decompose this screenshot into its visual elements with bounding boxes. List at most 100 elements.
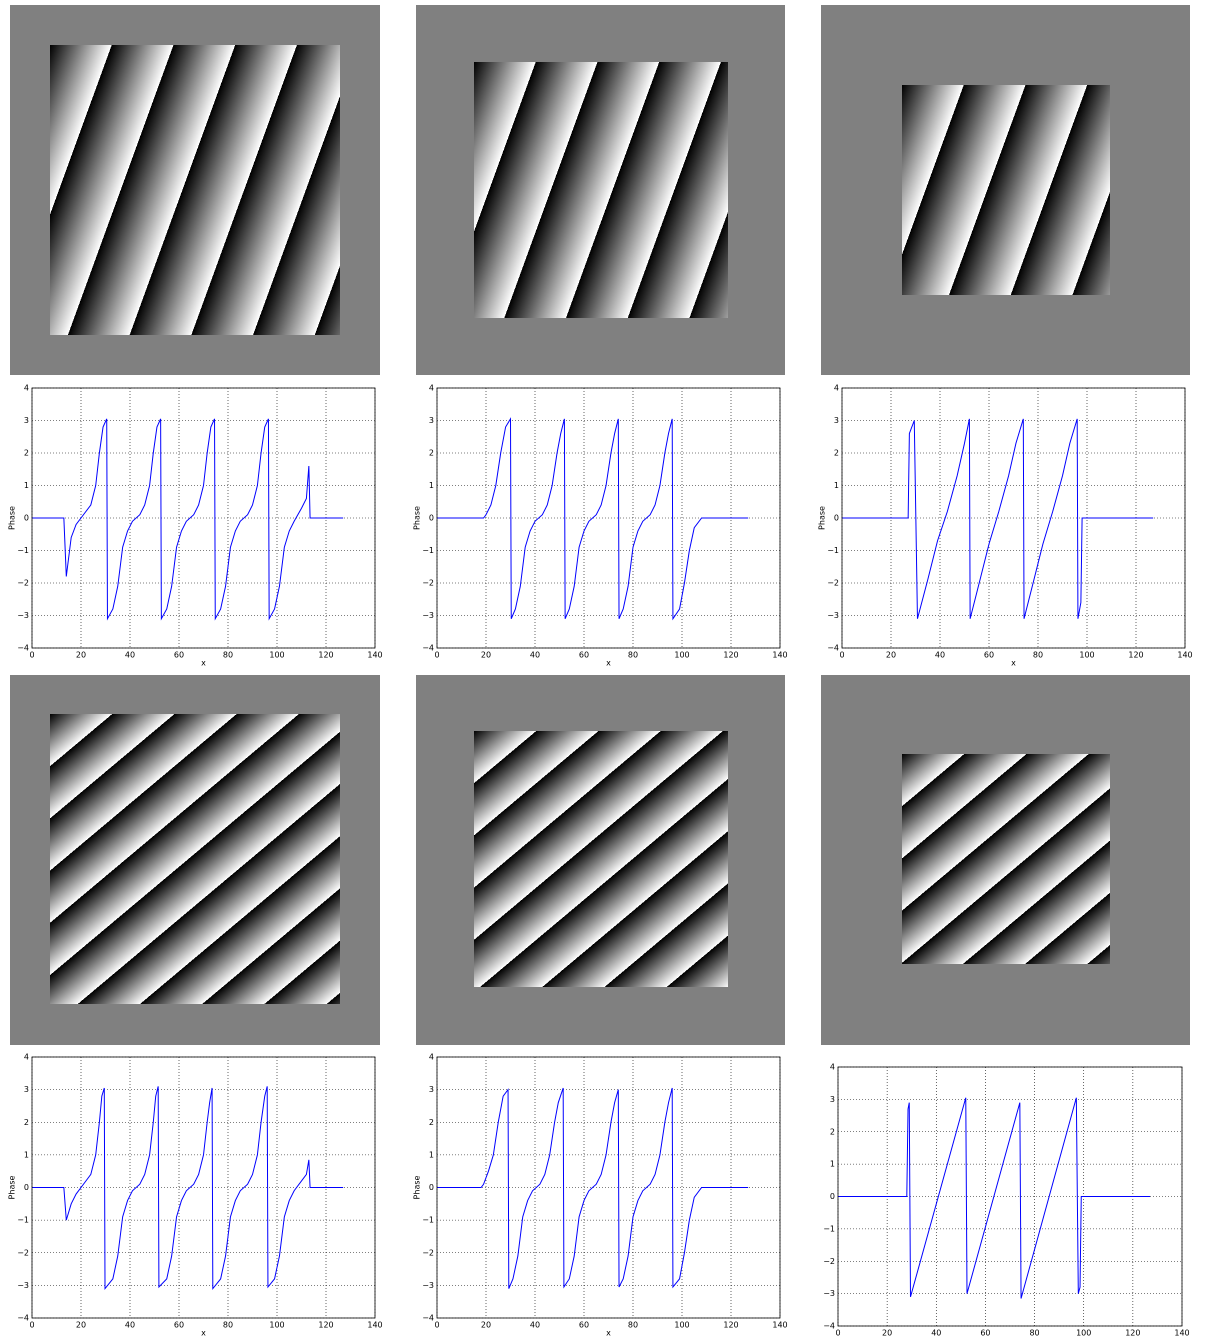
y-tick-label: 4: [830, 1063, 835, 1072]
x-tick-label: 0: [835, 1329, 840, 1336]
x-tick-label: 60: [174, 1321, 184, 1330]
y-tick-label: 4: [834, 384, 839, 393]
y-tick-label: −4: [827, 644, 839, 653]
x-tick-label: 60: [579, 1321, 589, 1330]
y-tick-label: −1: [17, 546, 29, 555]
x-tick-label: 20: [886, 651, 896, 660]
plot-frame: [436, 1056, 781, 1319]
y-tick-label: −3: [827, 611, 839, 620]
phase-pattern: [902, 754, 1110, 964]
x-tick-label: 100: [269, 651, 284, 660]
x-tick-label: 60: [579, 651, 589, 660]
x-tick-label: 0: [839, 651, 844, 660]
y-tick-label: −2: [823, 1257, 835, 1266]
phase-pattern: [50, 714, 340, 1004]
x-tick-label: 100: [674, 1321, 689, 1330]
y-tick-label: 0: [834, 514, 839, 523]
x-tick-label: 20: [481, 1321, 491, 1330]
x-tick-label: 40: [125, 1321, 135, 1330]
x-tick-label: 20: [76, 651, 86, 660]
x-tick-label: 100: [674, 651, 689, 660]
x-tick-label: 0: [434, 1321, 439, 1330]
x-tick-label: 120: [723, 651, 738, 660]
phase-image: [10, 675, 380, 1045]
y-tick-label: 0: [24, 1183, 29, 1192]
x-tick-label: 40: [935, 651, 945, 660]
y-tick-label: −3: [422, 611, 434, 620]
x-axis-label: x: [606, 1329, 611, 1336]
y-tick-label: 0: [429, 1183, 434, 1192]
x-tick-label: 80: [223, 1321, 233, 1330]
phase-image: [416, 675, 785, 1045]
plot-frame: [837, 1066, 1183, 1327]
x-tick-label: 140: [772, 1321, 787, 1330]
x-tick-label: 80: [223, 651, 233, 660]
y-axis-label: Phase: [8, 1175, 17, 1199]
x-axis-label: x: [201, 1329, 206, 1336]
data-line: [32, 418, 344, 621]
y-tick-label: −4: [422, 1314, 434, 1323]
x-tick-label: 0: [29, 651, 34, 660]
phase-image: [821, 675, 1190, 1045]
x-tick-label: 140: [1174, 1329, 1189, 1336]
y-tick-label: 0: [24, 514, 29, 523]
data-line: [437, 1087, 749, 1289]
x-tick-label: 60: [980, 1329, 990, 1336]
y-tick-label: −1: [422, 1216, 434, 1225]
data-line: [32, 1086, 344, 1291]
data-line: [842, 418, 1154, 619]
y-tick-label: −1: [823, 1224, 835, 1233]
y-tick-label: 1: [830, 1160, 835, 1169]
phase-image: [416, 5, 785, 375]
plot-frame: [841, 387, 1186, 649]
y-tick-label: 2: [429, 449, 434, 458]
y-tick-label: 0: [830, 1192, 835, 1201]
phase-pattern: [50, 45, 340, 335]
phase-image: [821, 5, 1190, 375]
y-tick-label: 2: [834, 449, 839, 458]
y-tick-label: −3: [823, 1289, 835, 1298]
plot-frame: [31, 1056, 376, 1319]
x-tick-label: 40: [530, 1321, 540, 1330]
y-tick-label: 3: [834, 416, 839, 425]
y-tick-label: −2: [827, 579, 839, 588]
y-tick-label: 4: [429, 1053, 434, 1062]
y-tick-label: 1: [24, 481, 29, 490]
x-tick-label: 20: [882, 1329, 892, 1336]
data-line: [437, 417, 749, 621]
y-tick-label: 3: [24, 416, 29, 425]
x-axis-label: x: [606, 659, 611, 668]
y-tick-label: −4: [422, 644, 434, 653]
y-tick-label: −3: [17, 611, 29, 620]
x-tick-label: 20: [481, 651, 491, 660]
x-tick-label: 40: [125, 651, 135, 660]
y-tick-label: 1: [834, 481, 839, 490]
x-tick-label: 60: [984, 651, 994, 660]
y-tick-label: −2: [17, 579, 29, 588]
y-tick-label: 2: [24, 1118, 29, 1127]
x-tick-label: 140: [772, 651, 787, 660]
x-tick-label: 80: [628, 651, 638, 660]
y-tick-label: 3: [830, 1095, 835, 1104]
x-axis-label: x: [1011, 659, 1016, 668]
y-tick-label: −1: [17, 1216, 29, 1225]
x-tick-label: 0: [29, 1321, 34, 1330]
y-tick-label: 1: [24, 1150, 29, 1159]
y-tick-label: 2: [24, 449, 29, 458]
y-tick-label: −3: [422, 1281, 434, 1290]
x-tick-label: 80: [1033, 651, 1043, 660]
x-tick-label: 120: [318, 1321, 333, 1330]
x-axis-label: x: [201, 659, 206, 668]
y-tick-label: 2: [830, 1127, 835, 1136]
y-tick-label: 3: [429, 1085, 434, 1094]
x-tick-label: 100: [269, 1321, 284, 1330]
y-tick-label: 4: [429, 384, 434, 393]
x-tick-label: 120: [1128, 651, 1143, 660]
x-tick-label: 140: [1177, 651, 1192, 660]
x-tick-label: 20: [76, 1321, 86, 1330]
y-axis-label: Phase: [818, 506, 827, 530]
x-tick-label: 120: [318, 651, 333, 660]
x-tick-label: 80: [1029, 1329, 1039, 1336]
y-axis-label: Phase: [8, 506, 17, 530]
x-tick-label: 140: [367, 1321, 382, 1330]
